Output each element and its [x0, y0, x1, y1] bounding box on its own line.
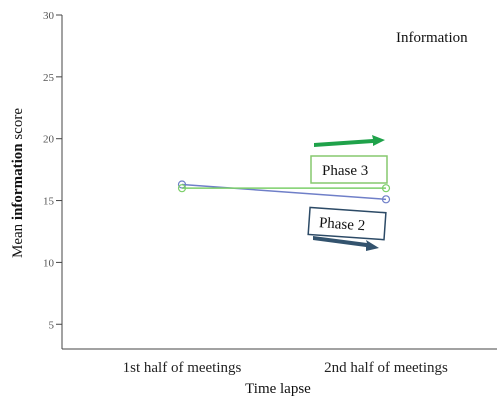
x-axis-label: Time lapse — [245, 381, 311, 397]
y-axis-label: Mean information score — [10, 108, 26, 258]
y-axis-label-prefix: Mean — [10, 220, 26, 258]
phase-3-label: Phase 3 — [310, 135, 388, 184]
y-ticks: 5 10 15 20 25 30 1st half of meetings 2nd half … — [43, 10, 448, 376]
series-layer — [177, 180, 391, 204]
y-tick-label: 20 — [43, 134, 55, 146]
annotation-title: Information — [396, 30, 468, 46]
phase-2-arrow-icon — [313, 236, 379, 251]
series-2-point — [177, 184, 187, 193]
phase-2-box — [307, 206, 387, 241]
y-tick-label: 25 — [43, 72, 55, 84]
series-1-point — [381, 195, 391, 204]
y-tick-label: 10 — [43, 257, 55, 269]
phase-3-text: Phase 3 — [322, 163, 368, 179]
plot-area: 5 10 15 20 25 30 1st half of meetings 2nd half … — [43, 10, 497, 376]
phase-2-text: Phase 2 — [318, 215, 365, 234]
series-2-point — [381, 184, 391, 193]
x-category-label: 2nd half of meetings — [324, 360, 448, 376]
y-tick-label: 15 — [43, 196, 55, 208]
phase-3-box — [310, 155, 388, 184]
x-category-label: 1st half of meetings — [123, 360, 242, 376]
y-axis-label-suffix: score — [10, 108, 26, 144]
y-tick-label: 5 — [49, 319, 55, 331]
series-line-1 — [181, 183, 387, 201]
y-tick-label: 30 — [43, 10, 55, 22]
phase-2-label: Phase 2 — [307, 206, 387, 251]
phase-3-arrow-icon — [314, 135, 385, 147]
y-axis-label-bold: information — [10, 143, 26, 220]
